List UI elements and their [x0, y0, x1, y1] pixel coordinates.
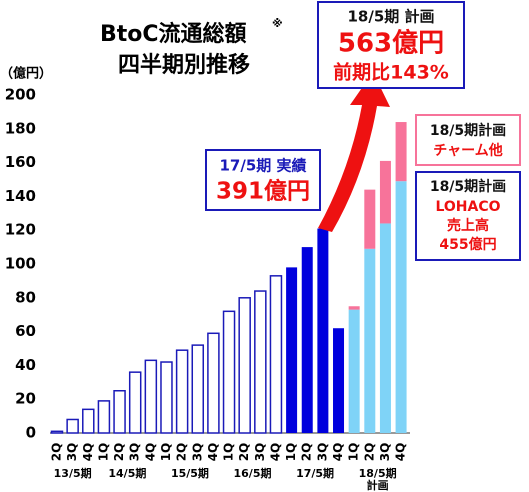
x-tick-label: 3Q	[315, 443, 329, 462]
callout-text: 18/5期計画	[430, 122, 506, 139]
x-tick-label: 1Q	[96, 443, 110, 462]
bar	[222, 310, 236, 434]
bar	[379, 160, 391, 224]
y-tick-label: 40	[15, 356, 36, 374]
group-label: 17/5期	[296, 466, 334, 480]
y-tick-label: 140	[5, 187, 36, 205]
bar	[364, 248, 376, 433]
callout-text: 18/5期 計画	[347, 8, 434, 26]
callout-text: 563億円	[338, 29, 444, 59]
x-tick-label: 3Q	[190, 443, 204, 462]
y-tick-label: 0	[26, 424, 36, 442]
bar	[97, 400, 111, 434]
bar	[175, 349, 189, 434]
annotations: 17/5期 実績 391億円 18/5期 計画 563億円 前期比143% 18…	[205, 1, 521, 261]
bar	[348, 306, 360, 310]
y-tick-label: 120	[5, 221, 36, 239]
bar	[317, 228, 329, 433]
group-note: 計画	[367, 478, 389, 492]
bar	[128, 371, 142, 434]
y-tick-label: 20	[15, 390, 36, 408]
x-tick-label: 2Q	[175, 443, 189, 462]
x-tick-label: 4Q	[268, 443, 282, 462]
y-tick-label: 100	[5, 255, 36, 273]
callout-box	[415, 171, 521, 261]
bar	[379, 223, 391, 433]
callout-text: LOHACO	[435, 199, 500, 215]
bar	[113, 390, 126, 434]
callout-text: 391億円	[216, 178, 310, 205]
callout-text: チャーム他	[433, 142, 502, 159]
x-tick-label: 4Q	[394, 443, 408, 462]
bar	[254, 290, 267, 434]
callout-box	[205, 149, 321, 211]
callout-text: 455億円	[439, 236, 496, 253]
title-mark: ※	[272, 17, 283, 30]
chart-subtitle: 四半期別推移	[118, 52, 250, 78]
bar	[286, 267, 298, 433]
bar	[82, 408, 95, 434]
callout-box	[415, 114, 521, 166]
callout-text: 売上高	[447, 217, 489, 234]
y-tick-label: 80	[15, 288, 36, 306]
bar	[333, 328, 345, 433]
bar	[50, 430, 64, 434]
x-tick-label: 1Q	[347, 443, 361, 462]
x-tick-label: 4Q	[331, 443, 345, 462]
bar	[238, 297, 251, 434]
trend-arrow	[318, 72, 390, 232]
group-label: 15/5期	[171, 466, 209, 480]
y-tick-label: 60	[15, 322, 36, 340]
bar	[269, 275, 283, 434]
y-unit: （億円）	[0, 66, 52, 82]
x-tick-label: 1Q	[159, 443, 173, 462]
x-tick-label: 4Q	[143, 443, 157, 462]
x-tick-label: 1Q	[222, 443, 236, 462]
bar	[395, 122, 407, 182]
x-tick-label: 2Q	[300, 443, 314, 462]
bar	[395, 181, 407, 433]
bar	[191, 344, 205, 434]
x-tick-label: 4Q	[206, 443, 220, 462]
x-tick-label: 3Q	[253, 443, 267, 462]
bar	[66, 418, 79, 434]
x-tick-label: 3Q	[378, 443, 392, 462]
callout-text: 18/5期計画	[430, 178, 506, 195]
callout-text: 前期比143%	[333, 61, 449, 84]
x-tick-label: 2Q	[362, 443, 376, 462]
bar	[348, 309, 360, 433]
bar	[301, 247, 313, 433]
x-tick-label: 3Q	[128, 443, 142, 462]
x-tick-label: 2Q	[237, 443, 251, 462]
x-tick-label: 2Q	[112, 443, 126, 462]
bar	[144, 359, 158, 434]
bar	[207, 332, 220, 434]
bar	[364, 189, 376, 249]
group-label: 18/5期	[359, 466, 397, 480]
group-label: 14/5期	[108, 466, 146, 480]
bar	[160, 361, 173, 434]
y-tick-label: 200	[5, 86, 36, 104]
y-tick-label: 160	[5, 153, 36, 171]
group-label: 13/5期	[54, 466, 92, 480]
x-tick-label: 1Q	[284, 443, 298, 462]
x-tick-label: 2Q	[50, 443, 64, 462]
y-tick-label: 180	[5, 119, 36, 137]
callout-text: 17/5期 実績	[219, 157, 306, 175]
x-tick-label: 3Q	[65, 443, 79, 462]
group-label: 16/5期	[234, 466, 272, 480]
x-tick-label: 4Q	[81, 443, 95, 462]
chart-title: BtoC流通総額	[100, 21, 247, 47]
callout-box	[317, 1, 465, 89]
